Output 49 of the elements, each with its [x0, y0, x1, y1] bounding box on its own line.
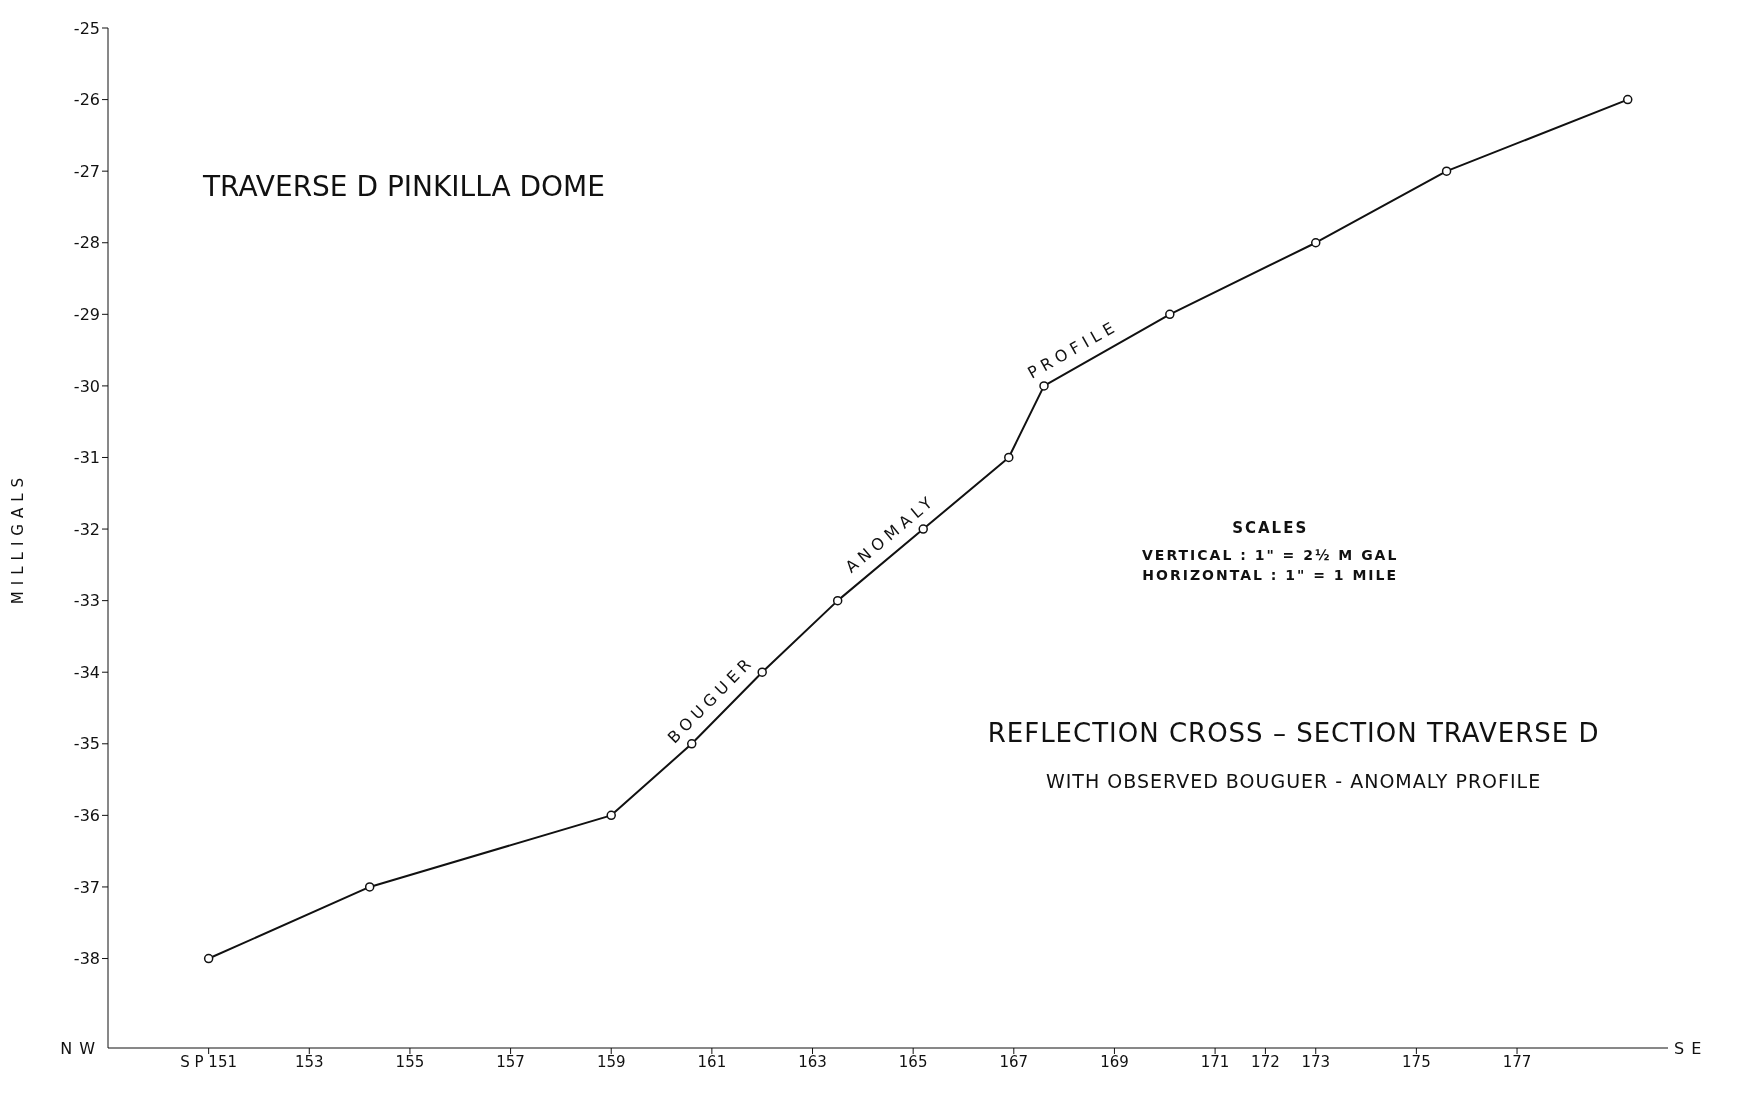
point: [1165, 309, 1175, 320]
point: [203, 953, 214, 964]
x-tick-label: 153: [294, 1052, 324, 1071]
x-tick-label: 175: [1402, 1052, 1431, 1071]
x-tick-label: 157: [496, 1052, 525, 1071]
y-tick-label: -36: [73, 806, 100, 826]
y-tick-label: -30: [73, 376, 100, 396]
x-tick-label: 159: [596, 1052, 626, 1071]
point: [1622, 94, 1633, 105]
text: N W: [60, 1039, 96, 1058]
x-tick-label: S P 151: [180, 1052, 238, 1071]
annotation: HORIZONTAL : 1" = 1 MILE: [1142, 566, 1399, 583]
x-tick-label: 161: [697, 1052, 727, 1071]
point: [1310, 237, 1321, 248]
y-tick-label: -28: [73, 233, 100, 253]
x-tick-label: 172: [1251, 1052, 1280, 1071]
point: [606, 810, 616, 821]
point: [364, 882, 375, 892]
y-tick-label: -38: [73, 949, 100, 969]
y-axis-title: MILLIGALS: [9, 471, 28, 605]
x-tick-label: 167: [999, 1052, 1029, 1071]
point: [1039, 381, 1049, 391]
y-tick-label: -25: [73, 18, 100, 38]
annotation: VERTICAL : 1" = 2½ M GAL: [1142, 547, 1399, 564]
text: TRAVERSE D PINKILLA DOME: [202, 170, 605, 204]
x-tick-label: 169: [1100, 1052, 1129, 1071]
annotation: SCALES: [1232, 518, 1309, 537]
y-tick-label: -33: [73, 591, 100, 611]
y-tick-label: -29: [73, 305, 100, 324]
point: [1441, 166, 1452, 176]
y-tick-label: -27: [73, 161, 100, 181]
point: [832, 595, 843, 606]
y-tick-label: -32: [73, 519, 100, 539]
y-tick-label: -26: [73, 90, 100, 110]
x-tick-label: 155: [395, 1052, 425, 1071]
text: S E: [1674, 1039, 1703, 1058]
x-tick-label: 165: [898, 1052, 928, 1071]
y-tick-label: -35: [73, 734, 100, 754]
point: [1004, 452, 1014, 463]
x-tick-label: 163: [798, 1052, 827, 1071]
y-tick-label: -37: [73, 877, 100, 897]
x-tick-label: 177: [1502, 1052, 1532, 1071]
annotation: WITH OBSERVED BOUGUER - ANOMALY PROFILE: [1045, 769, 1542, 792]
y-tick-label: -31: [73, 448, 100, 468]
x-tick-label: 173: [1301, 1052, 1331, 1071]
x-tick-label: 171: [1200, 1052, 1230, 1071]
point: [757, 667, 767, 677]
annotation: REFLECTION CROSS – SECTION TRAVERSE D: [987, 718, 1600, 748]
y-tick-label: -34: [73, 662, 100, 682]
